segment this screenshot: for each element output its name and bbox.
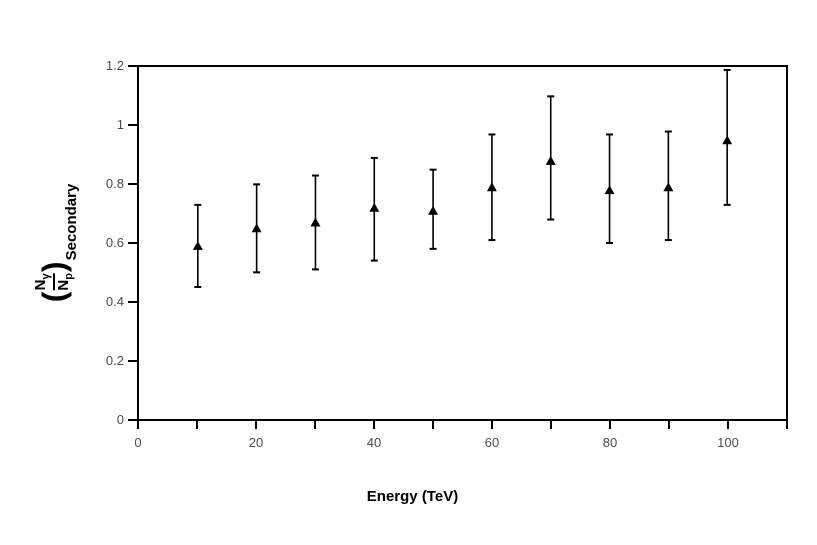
y-axis-tick (128, 242, 137, 244)
x-axis-tick (432, 420, 434, 429)
x-axis-tick (255, 420, 257, 429)
plot-area (137, 65, 788, 421)
data-point-marker (192, 240, 203, 250)
y-tick-label: 0.4 (105, 294, 124, 309)
y-tick-label: 0 (116, 412, 124, 427)
x-axis-tick (727, 420, 729, 429)
y-tick-label: 0.2 (105, 353, 124, 368)
y-tick-label: 0.8 (105, 176, 124, 191)
y-tick-label: 1.2 (105, 58, 124, 73)
x-axis-tick (668, 420, 670, 429)
data-point-marker (369, 202, 380, 212)
data-point-marker (722, 135, 733, 145)
data-point-marker (545, 155, 556, 165)
gamma-subscript: γ (40, 273, 52, 280)
y-axis-tick (128, 183, 137, 185)
x-axis-tick (609, 420, 611, 429)
y-tick-label: 1 (116, 117, 124, 132)
data-series-layer (192, 68, 733, 288)
x-axis-tick (491, 420, 493, 429)
data-point-marker (428, 205, 439, 215)
x-axis-tick (373, 420, 375, 429)
x-tick-label: 0 (134, 435, 142, 450)
x-axis-tick (550, 420, 552, 429)
x-axis-tick (137, 420, 139, 429)
x-axis-tick (786, 420, 788, 429)
y-axis-title: ( Nγ Np ) Secondary (32, 184, 80, 303)
p-subscript: p (63, 273, 75, 280)
x-axis-title: Energy (TeV) (366, 488, 459, 505)
y-axis-tick (128, 419, 137, 421)
y-title-numerator: Nγ (32, 273, 52, 291)
y-axis-tick (128, 301, 137, 303)
x-axis-tick (314, 420, 316, 429)
y-title-close-paren: ) (35, 261, 72, 273)
x-axis-tick (196, 420, 198, 429)
data-point-marker (310, 217, 321, 227)
x-tick-label: 20 (248, 435, 264, 450)
x-tick-label: 60 (484, 435, 500, 450)
data-point-marker (604, 185, 615, 195)
data-point-marker (486, 182, 497, 192)
y-axis-tick (128, 124, 137, 126)
data-point-marker (663, 182, 674, 192)
x-tick-label: 40 (366, 435, 382, 450)
x-tick-label: 80 (602, 435, 618, 450)
y-title-secondary-subscript: Secondary (63, 183, 80, 261)
x-tick-label: 100 (717, 435, 739, 450)
y-title-fraction: Nγ Np (32, 273, 75, 291)
y-tick-label: 0.6 (105, 235, 124, 250)
y-title-open-paren: ( (35, 291, 72, 303)
y-title-denominator: Np (55, 273, 75, 291)
y-axis-tick (128, 360, 137, 362)
y-axis-tick (128, 65, 137, 67)
data-point-marker (251, 223, 262, 233)
